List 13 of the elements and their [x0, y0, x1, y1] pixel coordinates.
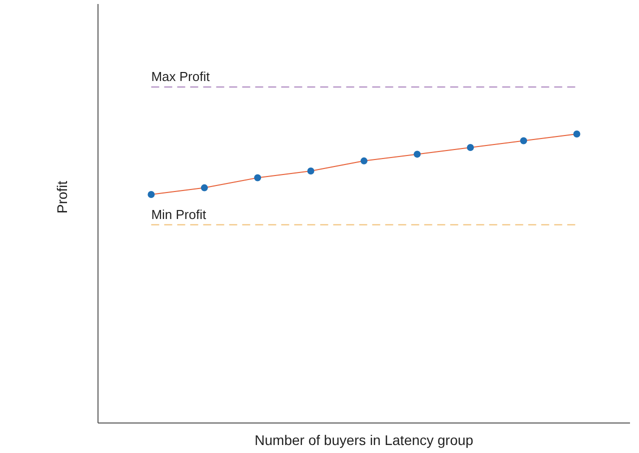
point [360, 157, 368, 164]
point [254, 174, 262, 182]
point [200, 184, 208, 192]
y-axis-title: Profit [54, 180, 70, 214]
point [573, 130, 580, 138]
point [414, 150, 421, 158]
point [307, 167, 314, 174]
point [466, 144, 474, 151]
series-label: Max Profit [151, 68, 210, 84]
point [148, 191, 155, 198]
series-label: Min Profit [151, 206, 206, 222]
x-axis-title: Number of buyers in Latency group [254, 432, 474, 448]
point [520, 137, 528, 144]
